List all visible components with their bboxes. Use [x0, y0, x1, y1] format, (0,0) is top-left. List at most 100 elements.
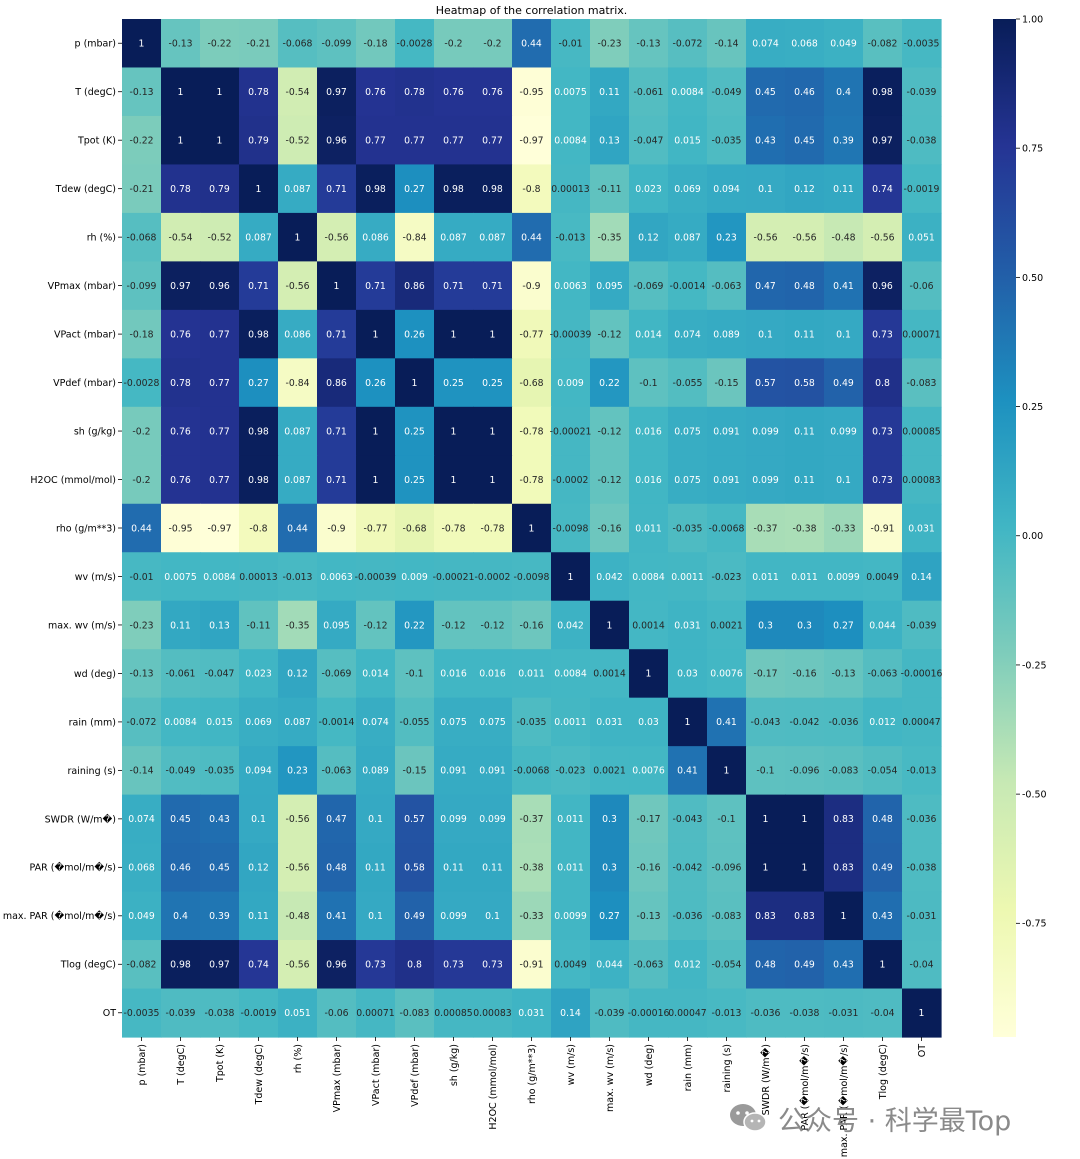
heatmap-cell — [239, 649, 279, 699]
heatmap-cell — [707, 940, 747, 990]
heatmap-cell-value: 0.39 — [833, 135, 854, 146]
heatmap-cell-value: -0.055 — [400, 717, 430, 728]
heatmap-cell — [824, 988, 864, 1038]
heatmap-cell — [356, 406, 396, 456]
heatmap-cell-value: 0.014 — [362, 669, 389, 680]
heatmap-cell-value: 0.46 — [170, 863, 191, 874]
heatmap-cell-value: 1 — [529, 523, 535, 534]
heatmap-cell-value: -0.84 — [285, 378, 309, 389]
heatmap-cell-value: -0.047 — [634, 135, 664, 146]
heatmap-cell-value: 0.14 — [560, 1008, 581, 1019]
heatmap-cell-value: -0.096 — [790, 766, 820, 777]
heatmap-cell — [863, 891, 903, 941]
heatmap-cell — [434, 794, 474, 844]
heatmap-cell-value: 0.47 — [326, 814, 347, 825]
heatmap-cell-value: 0.0049 — [554, 960, 587, 971]
heatmap-cell-value: 0.075 — [674, 426, 701, 437]
heatmap-cell-value: -0.0098 — [514, 572, 550, 583]
heatmap-cell-value: -0.78 — [519, 475, 543, 486]
heatmap-cell — [317, 649, 357, 699]
heatmap-cell-value: -0.56 — [285, 863, 309, 874]
heatmap-cell — [590, 261, 630, 311]
heatmap-cell — [746, 988, 786, 1038]
heatmap-cell — [590, 67, 630, 117]
heatmap-cell — [629, 406, 669, 456]
heatmap-cell — [590, 746, 630, 796]
heatmap-cell-value: 0.087 — [284, 426, 311, 437]
heatmap-cell — [356, 891, 396, 941]
heatmap-cell-value: 0.11 — [794, 329, 815, 340]
heatmap-cell-value: 0.044 — [869, 620, 896, 631]
heatmap-cell-value: 0.00047 — [668, 1008, 707, 1019]
heatmap-cell — [434, 503, 474, 553]
heatmap-cell-value: 1 — [490, 475, 496, 486]
heatmap-cell-value: 1 — [841, 911, 847, 922]
heatmap-cell — [824, 746, 864, 796]
heatmap-cell-value: 1 — [685, 717, 691, 728]
x-tick-label: p (mbar) — [137, 1044, 148, 1085]
heatmap-cell-value: -0.13 — [129, 669, 153, 680]
heatmap-cell — [395, 455, 435, 505]
heatmap-cell — [200, 115, 240, 166]
heatmap-cell-value: -0.01 — [558, 39, 582, 50]
heatmap-cell-value: 0.48 — [872, 814, 893, 825]
heatmap-cell — [239, 115, 279, 166]
heatmap-cell-value: 0.012 — [869, 717, 896, 728]
heatmap-cell — [863, 697, 903, 747]
heatmap-cell — [200, 309, 240, 359]
heatmap-cell — [629, 649, 669, 699]
heatmap-cell-value: -0.096 — [712, 863, 742, 874]
heatmap-cell-value: 1 — [178, 87, 184, 98]
heatmap-cell — [200, 261, 240, 311]
heatmap-cell — [863, 261, 903, 311]
heatmap-cell — [161, 212, 201, 262]
heatmap-cell-value: 0.03 — [638, 717, 659, 728]
heatmap-cell-value: 0.73 — [443, 960, 464, 971]
heatmap-cell — [473, 794, 513, 844]
heatmap-cell — [668, 891, 708, 941]
heatmap-cell-value: 0.011 — [635, 523, 662, 534]
heatmap-cell — [824, 115, 864, 166]
heatmap-cell-value: -0.91 — [519, 960, 543, 971]
heatmap-cell-value: 0.98 — [248, 426, 269, 437]
heatmap-cell — [278, 358, 318, 408]
heatmap-cell — [512, 988, 552, 1038]
heatmap-cell — [434, 115, 474, 166]
heatmap-cell-value: -0.06 — [324, 1008, 348, 1019]
heatmap-cell — [629, 503, 669, 553]
colorbar — [993, 19, 1016, 1037]
heatmap-cell-value: 0.023 — [635, 184, 662, 195]
heatmap-cell — [590, 649, 630, 699]
x-tick-label: PAR (�mol/m�/s) — [799, 1044, 811, 1130]
heatmap-cell — [863, 649, 903, 699]
heatmap-cell-value: -0.038 — [907, 863, 937, 874]
heatmap-cell-value: 0.0014 — [593, 669, 626, 680]
heatmap-cell-value: 0.086 — [362, 232, 389, 243]
heatmap-cell — [161, 649, 201, 699]
colorbar-tick-label: -0.50 — [1022, 790, 1047, 801]
heatmap-cell-value: 0.1 — [368, 814, 383, 825]
heatmap-value-labels: 1 -0.13 -0.22 -0.21 -0.068 -0.099 -0.18 -0.0028… — [124, 39, 943, 1020]
heatmap-cell — [785, 358, 825, 408]
heatmap-cell-value: -0.2 — [483, 39, 501, 50]
heatmap-cell — [200, 843, 240, 893]
heatmap-cell-value: -0.083 — [712, 911, 742, 922]
heatmap-cell — [239, 697, 279, 747]
heatmap-cell — [278, 891, 318, 941]
heatmap-cell-value: 0.075 — [479, 717, 506, 728]
heatmap-cell — [707, 67, 747, 117]
heatmap-cell-value: 0.45 — [794, 135, 815, 146]
heatmap-cell-value: -0.33 — [831, 523, 855, 534]
heatmap-cell — [746, 115, 786, 166]
heatmap-cell — [473, 309, 513, 359]
heatmap-cell — [629, 697, 669, 747]
heatmap-cell — [356, 19, 396, 69]
heatmap-cell-value: 0.091 — [440, 766, 467, 777]
heatmap-cell — [200, 212, 240, 262]
heatmap-cell — [356, 843, 396, 893]
heatmap-cell-value: 0.00083 — [473, 1008, 512, 1019]
heatmap-cell-value: -0.52 — [207, 232, 231, 243]
heatmap-cell — [707, 988, 747, 1038]
heatmap-cell — [239, 455, 279, 505]
heatmap-cell-value: 0.76 — [170, 475, 191, 486]
